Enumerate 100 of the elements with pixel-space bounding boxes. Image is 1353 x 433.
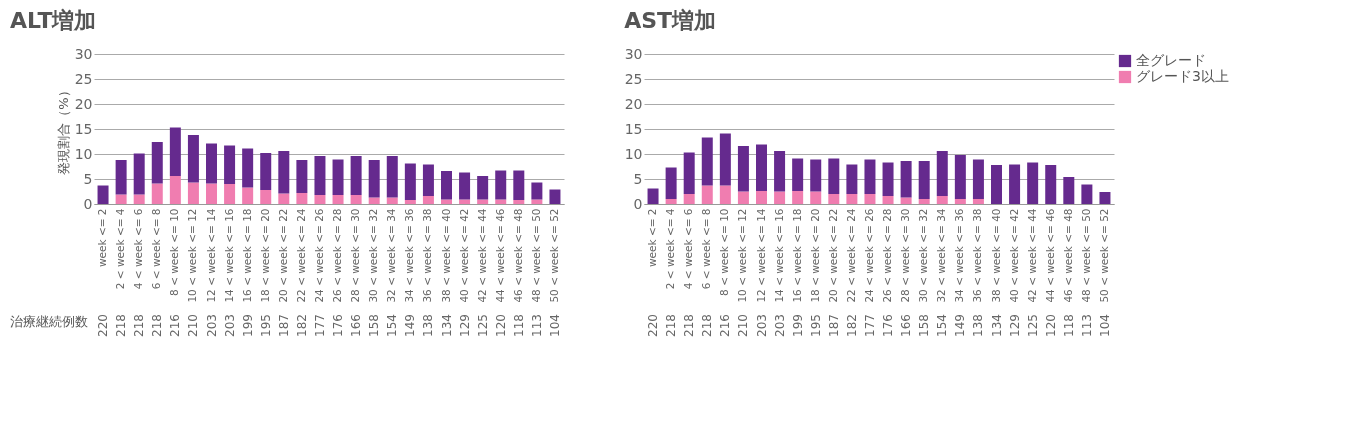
- x-tick-label: 12 < week <= 14: [754, 208, 767, 303]
- x-tick-label: 22 < week <= 24: [294, 208, 307, 303]
- text: 216: [718, 314, 733, 337]
- x-tick-label: 26 < week <= 28: [331, 208, 344, 303]
- legend-label: グレード3以上: [1136, 68, 1229, 84]
- text: 187: [276, 314, 291, 337]
- text: 113: [1079, 314, 1094, 337]
- bar: [350, 195, 362, 204]
- bar: [774, 151, 786, 192]
- bar: [441, 171, 452, 200]
- bar: [719, 133, 731, 186]
- y-tick-label: 20: [624, 95, 643, 112]
- text: 203: [754, 314, 769, 337]
- x-tick-label: 4 < week <= 6: [682, 208, 695, 290]
- bar: [828, 158, 840, 194]
- text: 218: [150, 314, 165, 337]
- bar: [665, 199, 677, 204]
- text: 118: [511, 314, 526, 337]
- bar: [386, 197, 398, 204]
- text: 113: [529, 314, 544, 337]
- text: 120: [493, 314, 508, 337]
- bar: [260, 190, 272, 204]
- text: 218: [682, 314, 697, 337]
- bar: [531, 182, 543, 200]
- bar: [296, 193, 308, 204]
- bar: [954, 155, 966, 199]
- x-tick-label: 24 < week <= 26: [312, 208, 325, 303]
- text: 220: [646, 314, 661, 337]
- bar: [314, 156, 326, 195]
- text: 166: [349, 314, 364, 337]
- x-tick-label: 12 < week <= 14: [204, 208, 217, 303]
- text: 199: [790, 314, 805, 337]
- text: 158: [917, 314, 932, 337]
- x-tick-label: 4 < week <= 6: [132, 208, 145, 290]
- legend-label: 全グレード: [1136, 52, 1206, 68]
- text: 177: [312, 314, 327, 337]
- bar: [900, 161, 912, 198]
- x-tick-label: 32 < week <= 34: [385, 208, 398, 303]
- bar: [810, 159, 822, 192]
- text: 129: [457, 314, 472, 337]
- x-tick-label: 32 < week <= 34: [935, 208, 948, 303]
- bar: [278, 151, 290, 194]
- y-axis-title: 発現割合（%）: [55, 84, 71, 175]
- y-tick-label: 10: [74, 145, 93, 162]
- bar: [260, 153, 272, 190]
- x-tick-label: 46 < week <= 48: [511, 208, 524, 303]
- bar: [115, 160, 127, 195]
- bar: [701, 185, 713, 204]
- bar: [810, 191, 822, 204]
- y-tick-label: 25: [74, 70, 93, 87]
- chart-title: ALT増加: [10, 8, 97, 33]
- x-tick-label: 10 < week <= 12: [736, 208, 749, 303]
- bar: [350, 156, 362, 195]
- bar: [549, 189, 561, 204]
- x-tick-label: 16 < week <= 18: [240, 208, 253, 303]
- text: 203: [204, 314, 219, 337]
- x-tick-label: 2 < week <= 4: [114, 208, 127, 290]
- text: 218: [114, 314, 129, 337]
- bar: [774, 191, 786, 204]
- x-tick-label: 14 < week <= 16: [222, 208, 235, 303]
- bar: [206, 143, 217, 184]
- bar: [864, 159, 876, 194]
- bar: [972, 199, 984, 204]
- bar: [665, 167, 677, 199]
- x-tick-label: 6 < week <= 8: [150, 208, 163, 290]
- bar: [991, 165, 1002, 204]
- text: 187: [826, 314, 841, 337]
- bar: [1063, 177, 1075, 204]
- text: 199: [240, 314, 255, 337]
- bar: [187, 182, 199, 204]
- text: 120: [1043, 314, 1058, 337]
- text: 218: [132, 314, 147, 337]
- bar: [242, 148, 254, 188]
- y-tick-label: 10: [624, 145, 643, 162]
- bar: [918, 199, 930, 204]
- bar: [242, 187, 254, 204]
- x-tick-label: 50 < week <= 52: [1097, 208, 1110, 303]
- bar: [846, 194, 858, 204]
- x-tick-label: 36 < week <= 38: [421, 208, 434, 303]
- bar: [882, 196, 894, 204]
- x-tick-label: 36 < week <= 38: [971, 208, 984, 303]
- bar: [828, 194, 840, 204]
- x-tick-label: 2 < week <= 4: [664, 208, 677, 290]
- x-tick-label: 46 < week <= 48: [1061, 208, 1074, 303]
- x-tick-label: 28 < week <= 30: [899, 208, 912, 303]
- x-tick-label: 30 < week <= 32: [917, 208, 930, 303]
- text: 治療継続例数: [10, 314, 88, 329]
- bar: [169, 127, 181, 176]
- text: 125: [1025, 314, 1040, 337]
- x-tick-label: 18 < week <= 20: [258, 208, 271, 303]
- bar: [224, 145, 236, 184]
- bar: [314, 195, 326, 204]
- bar: [368, 160, 380, 198]
- bar: [459, 172, 471, 200]
- x-tick-label: 16 < week <= 18: [790, 208, 803, 303]
- y-tick-label: 15: [624, 120, 643, 137]
- y-tick-label: 0: [633, 195, 643, 212]
- text: 220: [96, 314, 111, 337]
- text: 218: [700, 314, 715, 337]
- bar: [1009, 164, 1021, 204]
